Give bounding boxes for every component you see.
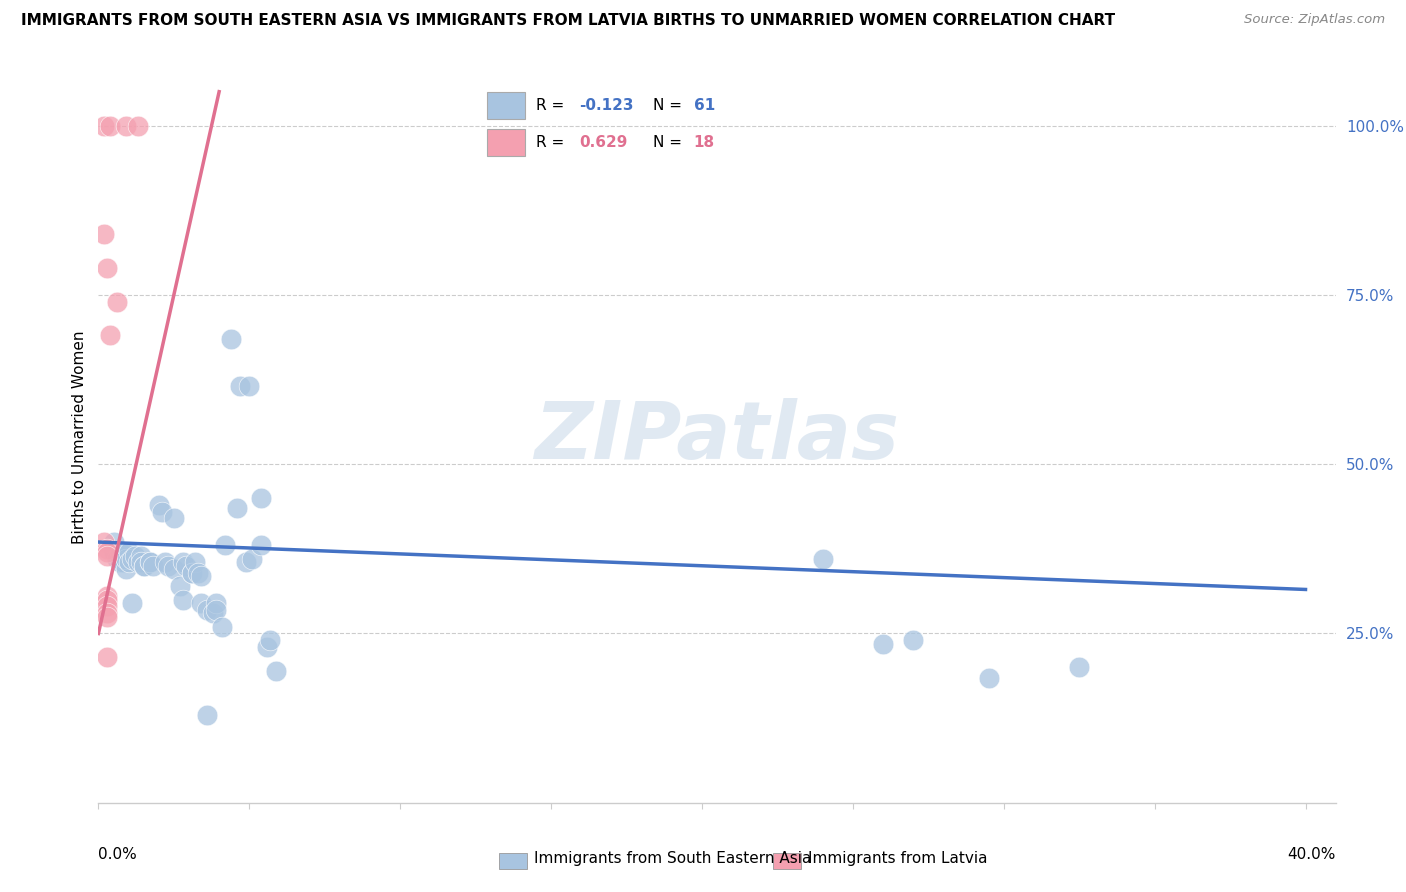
Text: Immigrants from Latvia: Immigrants from Latvia — [808, 851, 988, 865]
Point — [93, 227, 115, 241]
Point — [187, 566, 209, 580]
Point — [211, 620, 233, 634]
Point — [103, 545, 125, 559]
Point — [96, 650, 118, 665]
Point — [250, 538, 273, 552]
Point — [190, 596, 212, 610]
Point — [114, 119, 136, 133]
Point — [169, 579, 191, 593]
Point — [105, 552, 128, 566]
Point — [103, 535, 125, 549]
Point — [163, 511, 186, 525]
Point — [977, 671, 1000, 685]
Point — [111, 545, 134, 559]
Point — [872, 637, 894, 651]
Point — [195, 603, 218, 617]
Point — [153, 555, 176, 569]
Point — [100, 328, 122, 343]
Point — [205, 603, 228, 617]
Point — [235, 555, 257, 569]
Point — [214, 538, 236, 552]
Point — [156, 558, 179, 573]
Point — [108, 555, 131, 569]
Point — [96, 260, 118, 275]
Point — [96, 609, 118, 624]
Point — [93, 119, 115, 133]
Point — [219, 332, 242, 346]
Point — [96, 592, 118, 607]
Point — [117, 555, 139, 569]
Point — [114, 552, 136, 566]
Point — [172, 555, 194, 569]
Point — [205, 596, 228, 610]
Point — [266, 664, 288, 678]
Point — [121, 596, 143, 610]
Text: 40.0%: 40.0% — [1288, 847, 1336, 862]
Point — [127, 555, 149, 569]
Point — [240, 552, 263, 566]
Point — [117, 545, 139, 559]
Point — [150, 505, 173, 519]
Point — [111, 555, 134, 569]
Point — [129, 549, 152, 563]
Point — [108, 545, 131, 559]
Point — [163, 562, 186, 576]
Point — [93, 535, 115, 549]
Point — [811, 552, 834, 566]
Text: IMMIGRANTS FROM SOUTH EASTERN ASIA VS IMMIGRANTS FROM LATVIA BIRTHS TO UNMARRIED: IMMIGRANTS FROM SOUTH EASTERN ASIA VS IM… — [21, 13, 1115, 29]
Point — [181, 566, 204, 580]
Point — [172, 592, 194, 607]
Point — [202, 606, 225, 620]
Point — [1069, 660, 1091, 674]
Bar — [773, 853, 801, 869]
Text: Source: ZipAtlas.com: Source: ZipAtlas.com — [1244, 13, 1385, 27]
Point — [226, 501, 249, 516]
Point — [124, 549, 146, 563]
Point — [138, 555, 160, 569]
Point — [132, 558, 155, 573]
Point — [96, 606, 118, 620]
Point — [132, 558, 155, 573]
Point — [250, 491, 273, 505]
Point — [184, 555, 207, 569]
Point — [96, 549, 118, 563]
Point — [142, 558, 165, 573]
Bar — [499, 853, 527, 869]
Point — [96, 589, 118, 603]
Point — [259, 633, 281, 648]
Point — [96, 599, 118, 614]
Point — [96, 541, 118, 556]
Point — [121, 552, 143, 566]
Point — [238, 379, 260, 393]
Point — [256, 640, 278, 654]
Text: Immigrants from South Eastern Asia: Immigrants from South Eastern Asia — [534, 851, 811, 865]
Point — [129, 555, 152, 569]
Text: ZIPatlas: ZIPatlas — [534, 398, 900, 476]
Point — [148, 498, 170, 512]
Point — [105, 294, 128, 309]
Point — [114, 562, 136, 576]
Point — [195, 707, 218, 722]
Point — [229, 379, 252, 393]
Point — [903, 633, 925, 648]
Point — [190, 569, 212, 583]
Point — [127, 119, 149, 133]
Point — [174, 558, 197, 573]
Point — [100, 119, 122, 133]
Point — [96, 545, 118, 559]
Y-axis label: Births to Unmarried Women: Births to Unmarried Women — [72, 330, 87, 544]
Point — [181, 566, 204, 580]
Point — [138, 555, 160, 569]
Text: 0.0%: 0.0% — [98, 847, 138, 862]
